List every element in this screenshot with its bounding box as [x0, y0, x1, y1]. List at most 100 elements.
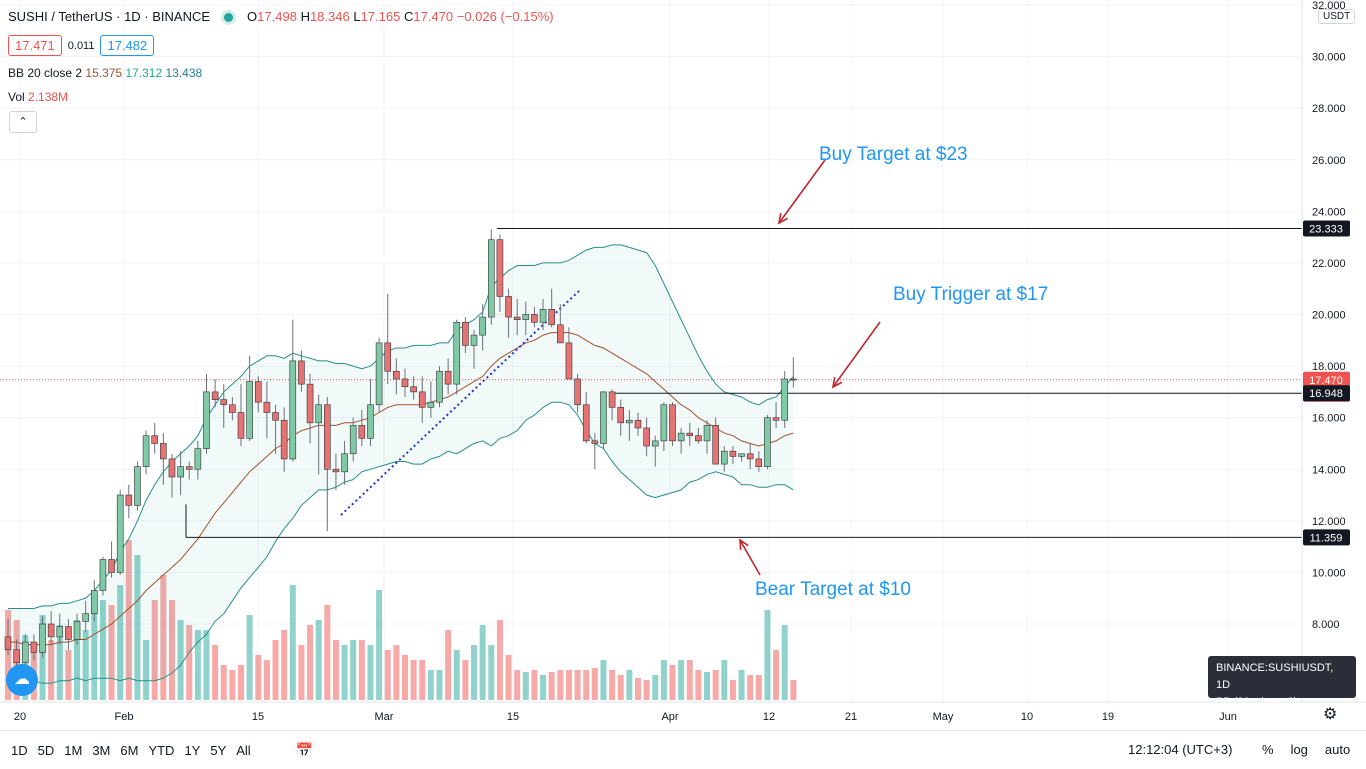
tf-1m[interactable]: 1M — [64, 742, 83, 758]
price-axis[interactable]: 32.00030.00028.00026.00024.00022.00020.0… — [1301, 0, 1346, 702]
candle-7 — [65, 618, 72, 650]
calendar-icon[interactable]: 📅 — [295, 741, 314, 758]
symbol-tooltip: BINANCE:SUSHIUSDT, 1D BB (20, close, 2) — [1208, 656, 1356, 708]
candle-14 — [125, 484, 133, 519]
candle-45 — [393, 358, 400, 395]
candle-89 — [772, 402, 780, 428]
candle-79 — [686, 422, 694, 447]
currency-label[interactable]: USDT — [1318, 9, 1356, 24]
volume-bar-43 — [376, 590, 383, 700]
bb-lower-value: 13.438 — [165, 66, 203, 80]
candle-75 — [651, 435, 659, 467]
candle-body-48 — [418, 391, 426, 408]
log-toggle[interactable]: log — [1290, 742, 1308, 757]
candle-59 — [513, 299, 521, 336]
candle-63 — [548, 288, 555, 328]
candle-40 — [349, 417, 357, 462]
volume-bar-48 — [419, 660, 426, 700]
tf-6m[interactable]: 6M — [120, 742, 139, 758]
collapse-legend-button[interactable]: ⌃ — [9, 111, 37, 133]
horizontal-levels — [0, 228, 1302, 538]
volume-bar-77 — [669, 665, 676, 700]
tf-all[interactable]: All — [236, 742, 251, 758]
tf-ytd[interactable]: YTD — [148, 742, 175, 758]
volume-bars — [5, 540, 797, 700]
candle-body-40 — [349, 425, 357, 455]
y-tick-2: 28.000 — [1312, 103, 1346, 115]
volume-bar-75 — [652, 675, 659, 700]
bb-label: BB 20 close 2 — [8, 66, 83, 80]
x-tick-3: Mar — [375, 711, 394, 723]
candle-body-19 — [168, 458, 176, 478]
candle-body-29 — [254, 381, 262, 403]
candle-body-65 — [565, 342, 573, 380]
volume-bar-79 — [686, 660, 693, 700]
candle-body-41 — [358, 425, 366, 439]
volume-bar-67 — [583, 670, 590, 700]
volume-bar-84 — [729, 680, 736, 700]
gear-icon[interactable]: ⚙ — [1323, 706, 1338, 723]
symbol-title[interactable]: SUSHI / TetherUS · 1D · BINANCE — [8, 9, 211, 24]
candle-body-0 — [4, 636, 12, 651]
arrow-buy-target-shaft — [778, 159, 826, 224]
volume-bar-70 — [609, 670, 616, 700]
volume-bar-7 — [65, 650, 72, 700]
tf-3m[interactable]: 3M — [92, 742, 111, 758]
clock-readout[interactable]: 12:12:04 (UTC+3) — [1128, 742, 1233, 757]
tradingview-logo-icon[interactable]: ☁ — [6, 664, 38, 696]
candle-body-89 — [772, 417, 780, 421]
label-trigger-text: 16.948 — [1309, 388, 1343, 400]
buy-button[interactable]: 17.482 — [100, 35, 155, 56]
candle-34 — [298, 350, 305, 392]
volume-bar-58 — [505, 655, 512, 700]
volume-bar-17 — [151, 600, 158, 700]
candle-47 — [410, 376, 417, 400]
candle-body-5 — [47, 623, 55, 638]
candle-body-79 — [686, 432, 694, 437]
candle-body-44 — [384, 342, 392, 372]
percent-toggle[interactable]: % — [1262, 742, 1274, 757]
vol-value: 2.138M — [28, 90, 69, 104]
tf-5d[interactable]: 5D — [37, 742, 55, 758]
candle-body-57 — [496, 239, 504, 297]
volume-legend[interactable]: Vol 2.138M — [8, 90, 68, 104]
tf-5y[interactable]: 5Y — [210, 742, 227, 758]
auto-toggle[interactable]: auto — [1324, 742, 1351, 757]
candle-36 — [315, 394, 322, 475]
arrow-buy-target-head — [777, 213, 789, 225]
candle-body-60 — [522, 314, 530, 320]
volume-bar-11 — [99, 600, 106, 700]
tf-1y[interactable]: 1Y — [184, 742, 201, 758]
sell-button[interactable]: 17.471 — [8, 35, 62, 56]
volume-bar-85 — [738, 670, 745, 700]
candle-body-46 — [401, 378, 409, 388]
y-tick-11: 10.000 — [1312, 567, 1346, 579]
volume-bar-46 — [401, 655, 408, 700]
candle-body-58 — [505, 296, 512, 318]
volume-bar-82 — [712, 670, 719, 700]
candle-body-80 — [695, 435, 702, 442]
bb-lower-line — [8, 401, 794, 684]
volume-bar-41 — [358, 640, 365, 700]
label-support-text: 11.359 — [1310, 532, 1343, 544]
volume-bar-21 — [186, 625, 193, 700]
vol-label: Vol — [8, 90, 25, 104]
tf-1d[interactable]: 1D — [11, 742, 28, 758]
candle-body-84 — [729, 450, 737, 457]
volume-bar-81 — [704, 672, 711, 700]
volume-bar-64 — [557, 670, 564, 700]
symbol-legend: SUSHI / TetherUS · 1D · BINANCE O17.498 H… — [8, 9, 554, 24]
label-resistance: 23.333 — [1303, 220, 1350, 237]
candle-body-69 — [600, 391, 607, 444]
candle-body-31 — [272, 412, 279, 421]
candle-83 — [720, 446, 728, 472]
bb-legend[interactable]: BB 20 close 2 15.375 17.312 13.438 — [8, 66, 202, 80]
volume-bar-69 — [600, 660, 607, 700]
volume-bar-31 — [272, 640, 279, 700]
candle-2 — [21, 634, 29, 666]
candle-30 — [263, 381, 271, 439]
candle-body-20 — [177, 466, 184, 478]
time-axis[interactable]: 20 Feb 15 Mar 15 Apr 12 21 May 10 19 Jun — [0, 701, 1366, 723]
candle-42 — [367, 378, 374, 447]
